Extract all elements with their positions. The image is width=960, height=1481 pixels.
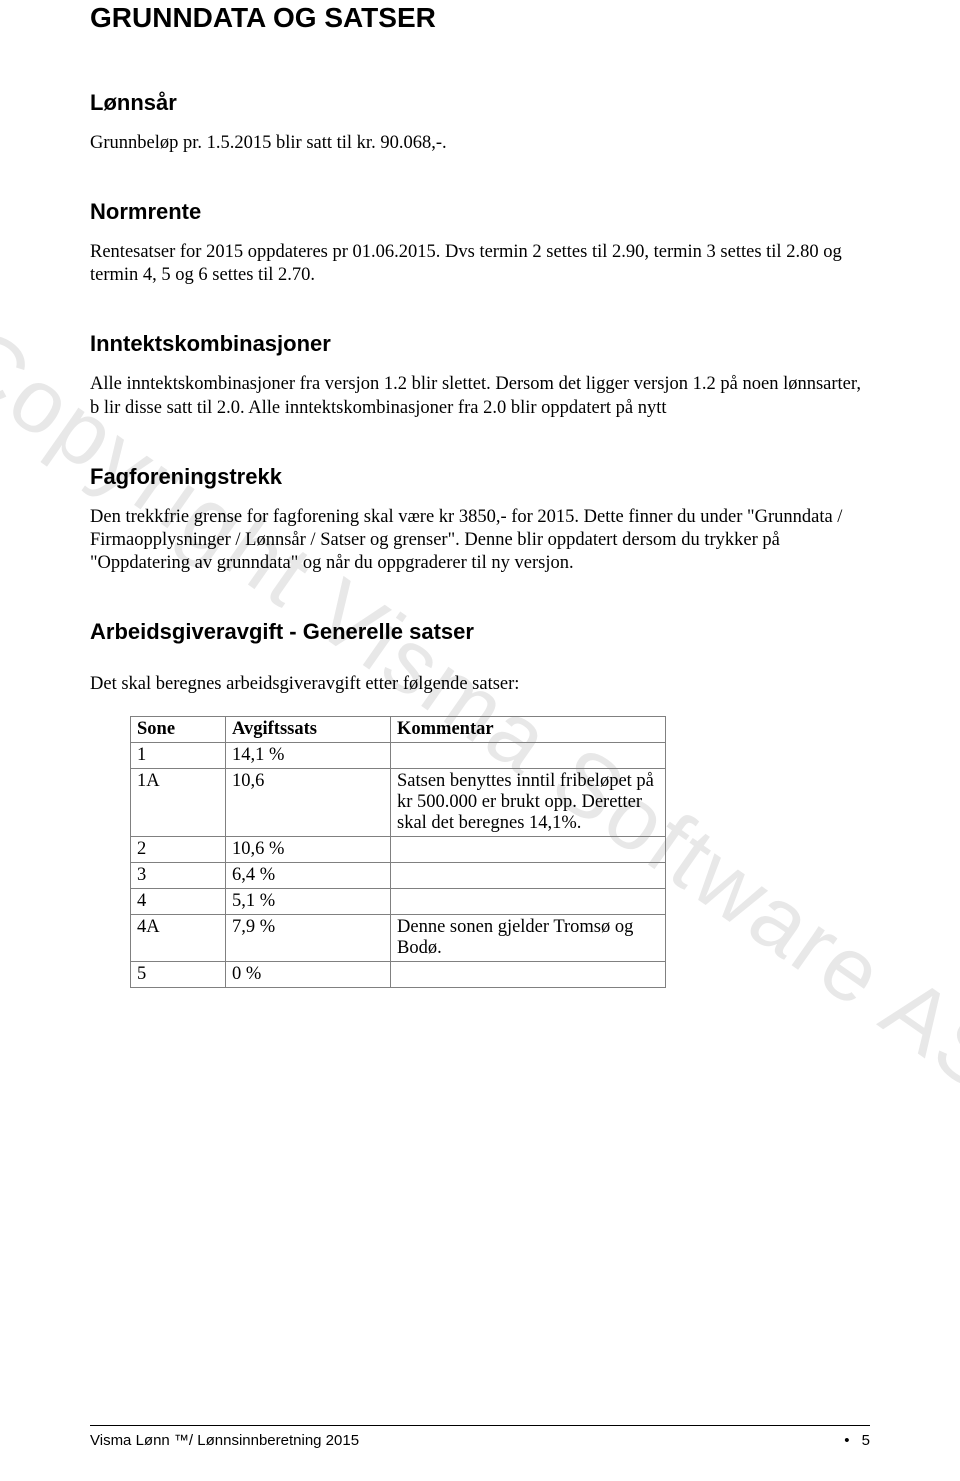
cell-sone: 1A [131, 769, 226, 837]
col-header-sats: Avgiftssats [226, 717, 391, 743]
cell-sats: 0 % [226, 962, 391, 988]
section-arbeidsgiver: Arbeidsgiveravgift - Generelle satser De… [90, 619, 870, 988]
cell-sone: 4 [131, 889, 226, 915]
cell-sone: 1 [131, 743, 226, 769]
cell-sats: 6,4 % [226, 863, 391, 889]
section-normrente: Normrente Rentesatser for 2015 oppdatere… [90, 199, 870, 287]
col-header-sone: Sone [131, 717, 226, 743]
text-normrente: Rentesatser for 2015 oppdateres pr 01.06… [90, 241, 870, 287]
heading-normrente: Normrente [90, 199, 870, 225]
footer-page-number: 5 [862, 1432, 870, 1449]
table-row: 2 10,6 % [131, 837, 666, 863]
cell-sone: 4A [131, 915, 226, 962]
cell-komm [391, 889, 666, 915]
footer-row: Visma Lønn ™/ Lønnsinnberetning 2015 • 5 [90, 1432, 870, 1449]
cell-komm [391, 743, 666, 769]
table-row: 5 0 % [131, 962, 666, 988]
heading-arbeidsgiver: Arbeidsgiveravgift - Generelle satser [90, 619, 870, 645]
heading-inntekt: Inntektskombinasjoner [90, 331, 870, 357]
cell-komm: Satsen benyttes inntil fribeløpet på kr … [391, 769, 666, 837]
section-inntekt: Inntektskombinasjoner Alle inntektskombi… [90, 331, 870, 419]
table-row: 1 14,1 % [131, 743, 666, 769]
page-footer: Visma Lønn ™/ Lønnsinnberetning 2015 • 5 [90, 1425, 870, 1449]
cell-sats: 10,6 [226, 769, 391, 837]
cell-sone: 3 [131, 863, 226, 889]
cell-sats: 10,6 % [226, 837, 391, 863]
table-row: 4 5,1 % [131, 889, 666, 915]
cell-sats: 14,1 % [226, 743, 391, 769]
footer-right: • 5 [836, 1432, 870, 1449]
cell-komm [391, 962, 666, 988]
page-title: GRUNNDATA OG SATSER [90, 0, 870, 34]
text-inntekt: Alle inntektskombinasjoner fra versjon 1… [90, 373, 870, 419]
rates-table-wrap: Sone Avgiftssats Kommentar 1 14,1 % 1A [130, 716, 870, 988]
text-arbeidsgiver-intro: Det skal beregnes arbeidsgiveravgift ett… [90, 673, 870, 696]
cell-komm [391, 863, 666, 889]
page: Copyright Visma Software AS GRUNNDATA OG… [0, 0, 960, 1481]
table-row: 1A 10,6 Satsen benyttes inntil fribeløpe… [131, 769, 666, 837]
cell-sone: 2 [131, 837, 226, 863]
text-lonnsar: Grunnbeløp pr. 1.5.2015 blir satt til kr… [90, 132, 870, 155]
heading-lonnsar: Lønnsår [90, 90, 870, 116]
footer-left-text: Visma Lønn ™/ Lønnsinnberetning 2015 [90, 1432, 359, 1449]
section-lonnsar: Lønnsår Grunnbeløp pr. 1.5.2015 blir sat… [90, 90, 870, 155]
heading-fagforening: Fagforeningstrekk [90, 464, 870, 490]
cell-komm: Denne sonen gjelder Tromsø og Bodø. [391, 915, 666, 962]
table-row: 3 6,4 % [131, 863, 666, 889]
cell-komm [391, 837, 666, 863]
cell-sats: 5,1 % [226, 889, 391, 915]
table-row: 4A 7,9 % Denne sonen gjelder Tromsø og B… [131, 915, 666, 962]
col-header-kommentar: Kommentar [391, 717, 666, 743]
footer-rule [90, 1425, 870, 1426]
content-area: GRUNNDATA OG SATSER Lønnsår Grunnbeløp p… [90, 0, 870, 988]
text-fagforening: Den trekkfrie grense for fagforening ska… [90, 506, 870, 575]
section-fagforening: Fagforeningstrekk Den trekkfrie grense f… [90, 464, 870, 575]
table-header-row: Sone Avgiftssats Kommentar [131, 717, 666, 743]
footer-bullet-icon: • [844, 1432, 849, 1449]
cell-sats: 7,9 % [226, 915, 391, 962]
cell-sone: 5 [131, 962, 226, 988]
rates-table: Sone Avgiftssats Kommentar 1 14,1 % 1A [130, 716, 666, 988]
